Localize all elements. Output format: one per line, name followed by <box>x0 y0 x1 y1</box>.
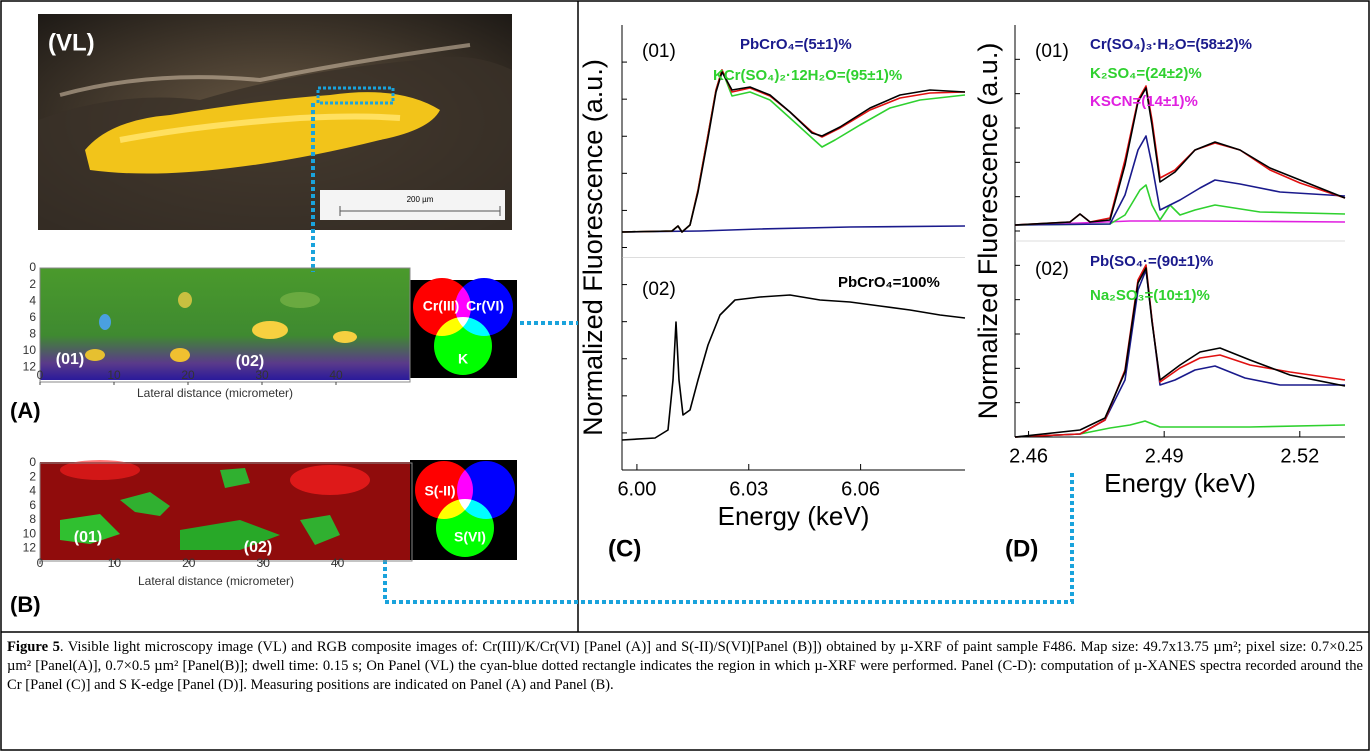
panel-label: (D) <box>1005 535 1038 562</box>
x-axis-label: Lateral distance (micrometer) <box>137 386 293 400</box>
y-tick-label: 2 <box>29 469 36 483</box>
y-tick-label: 8 <box>29 512 36 526</box>
fit-label: PbCrO₄=100% <box>838 274 940 291</box>
x-tick-label: 6.00 <box>617 478 656 500</box>
x-axis-label: Lateral distance (micrometer) <box>138 574 294 588</box>
spectra-c <box>622 70 965 440</box>
fit-label: Na₂SO₃=(10±1)% <box>1090 287 1210 304</box>
spectrum-label: (01) <box>642 41 676 62</box>
x-tick-label: 10 <box>108 556 122 570</box>
x-tick-label: 2.49 <box>1145 445 1184 467</box>
point-label: (02) <box>236 353 264 370</box>
y-tick-label: 6 <box>29 498 36 512</box>
x-tick-label: 6.03 <box>729 478 768 500</box>
spectrum-label: (02) <box>1035 259 1069 280</box>
x-tick-label: 10 <box>107 368 121 382</box>
x-tick-label: 20 <box>182 556 196 570</box>
y-axis-label: Normalized Fluorescence (a.u.) <box>973 43 1003 420</box>
fit-label: PbCrO₄=(5±1)% <box>740 36 852 53</box>
x-tick-label: 30 <box>255 368 269 382</box>
panel-label: (B) <box>10 592 41 617</box>
caption-text: . Visible light microscopy image (VL) an… <box>7 639 1363 693</box>
point-label: (01) <box>74 529 102 546</box>
fit-label: Cr(SO₄)₃·H₂O=(58±2)% <box>1090 36 1252 53</box>
x-tick-label: 40 <box>329 368 343 382</box>
spectrum-label: (01) <box>1035 41 1069 62</box>
caption-label: Figure 5 <box>7 639 60 655</box>
scale-bar-label: 200 µm <box>407 195 434 204</box>
panel-label: (C) <box>608 535 641 562</box>
legend-label: K <box>458 351 468 367</box>
legend-label: Cr(III) <box>423 298 460 314</box>
x-tick-label: 0 <box>37 556 44 570</box>
legend-label: S(VI) <box>454 529 486 545</box>
x-tick-label: 0 <box>37 368 44 382</box>
point-label: (01) <box>56 351 84 368</box>
y-tick-label: 0 <box>29 455 36 469</box>
fit-label: KCr(SO₄)₂·12H₂O=(95±1)% <box>713 67 902 84</box>
x-axis-label: Energy (keV) <box>1104 468 1256 498</box>
y-axis-label: Normalized Fluorescence (a.u.) <box>578 59 608 436</box>
x-axis-label: Energy (keV) <box>718 501 870 531</box>
y-tick-label: 4 <box>29 293 36 307</box>
map-a-image <box>40 268 410 380</box>
y-tick-label: 8 <box>29 326 36 340</box>
rgb-legend-b <box>410 460 517 560</box>
spectrum-label: (02) <box>642 279 676 300</box>
y-tick-label: 6 <box>29 310 36 324</box>
panel-label: (VL) <box>48 29 95 56</box>
panel-label: (A) <box>10 398 41 423</box>
fit-label: Pb(SO₄·=(90±1)% <box>1090 253 1213 270</box>
fit-label: KSCN=(14±1)% <box>1090 93 1198 110</box>
y-tick-label: 0 <box>29 260 36 274</box>
x-tick-label: 2.46 <box>1009 445 1048 467</box>
y-tick-label: 2 <box>29 277 36 291</box>
vl-image: 200 µm (VL) <box>38 14 512 230</box>
caption: Figure 5. Visible light microscopy image… <box>7 638 1363 695</box>
y-tick-label: 12 <box>23 541 37 555</box>
y-tick-label: 10 <box>23 526 37 540</box>
y-tick-label: 12 <box>23 360 37 374</box>
legend-label: Cr(VI) <box>466 298 504 314</box>
x-tick-label: 6.06 <box>841 478 880 500</box>
x-tick-label: 20 <box>181 368 195 382</box>
x-tick-label: 40 <box>331 556 345 570</box>
x-tick-label: 30 <box>257 556 271 570</box>
legend-label: S(-II) <box>424 483 455 499</box>
x-tick-label: 2.52 <box>1280 445 1319 467</box>
y-tick-label: 10 <box>23 343 37 357</box>
page: {"panel_vl": {"label": "(VL)", "scale_ba… <box>0 0 1370 751</box>
y-tick-label: 4 <box>29 484 36 498</box>
point-label: (02) <box>244 539 272 556</box>
fit-label: K₂SO₄=(24±2)% <box>1090 65 1202 82</box>
